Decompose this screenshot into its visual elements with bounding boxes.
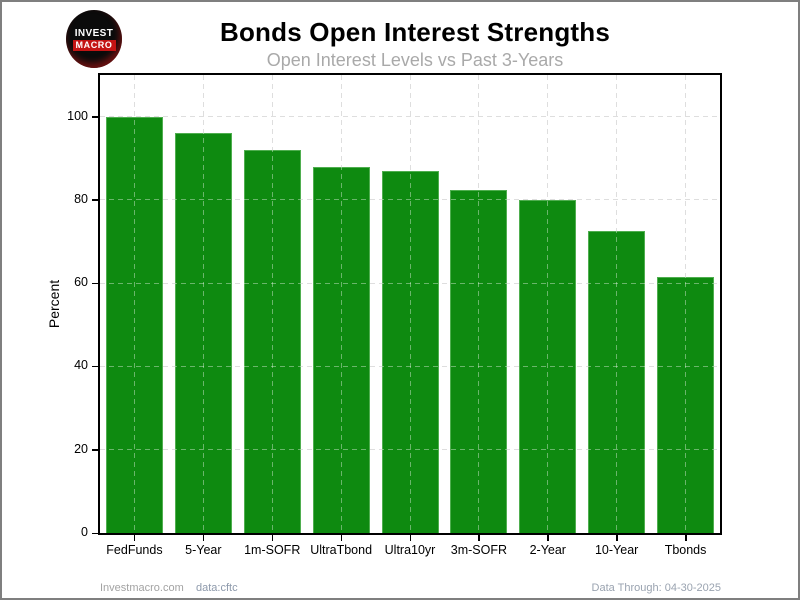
v-gridline-Tbonds: [685, 75, 687, 533]
plot-area: [98, 73, 722, 535]
y-tick-20: [92, 449, 98, 451]
x-tick-label-1m-SOFR: 1m-SOFR: [244, 543, 301, 557]
x-tick-10-Year: [616, 535, 618, 541]
x-tick-Ultra10yr: [409, 535, 411, 541]
y-tick-60: [92, 282, 98, 285]
x-tick-Tbonds: [685, 535, 687, 541]
y-tick-80: [92, 199, 98, 201]
bar-10-Year: [588, 231, 646, 533]
v-gridline-3m-SOFR: [478, 75, 480, 533]
y-tick-40: [92, 365, 98, 368]
footer-source-text: data:cftc: [196, 582, 238, 594]
bar-2-Year: [519, 199, 577, 533]
y-tick-label-100: 100: [67, 108, 88, 123]
x-tick-UltraTbond: [340, 535, 343, 541]
chart-subtitle: Open Interest Levels vs Past 3-Years: [266, 50, 564, 70]
bar-UltraTbond: [312, 166, 370, 533]
bar-FedFunds: [105, 116, 163, 533]
footer-site-text: Investmacro.com: [100, 582, 184, 594]
chart-title: Bonds Open Interest Strengths: [219, 17, 611, 47]
y-tick-label-0: 0: [81, 525, 88, 539]
y-tick-100: [92, 116, 98, 118]
v-gridline-10-Year: [616, 75, 618, 533]
x-tick-label-10-Year: 10-Year: [594, 543, 639, 557]
x-tick-label-3m-SOFR: 3m-SOFR: [450, 543, 507, 557]
h-gridline-80: [100, 199, 720, 201]
bar-5-Year: [174, 133, 232, 533]
bar-3m-SOFR: [450, 189, 508, 533]
investmacro-logo: INVEST MACRO: [66, 10, 122, 68]
x-tick-label-UltraTbond: UltraTbond: [310, 543, 373, 557]
h-gridline-40: [100, 365, 720, 367]
bar-1m-SOFR: [243, 149, 301, 533]
x-tick-label-Ultra10yr: Ultra10yr: [384, 543, 436, 557]
v-gridline-Ultra10yr: [409, 75, 411, 533]
logo-macro-text: MACRO: [72, 39, 116, 51]
y-tick-label-20: 20: [74, 441, 88, 456]
h-gridline-100: [100, 116, 720, 118]
v-gridline-2-Year: [547, 75, 549, 533]
v-gridline-1m-SOFR: [271, 75, 273, 533]
y-tick-label-60: 60: [74, 275, 88, 290]
h-gridline-20: [100, 449, 720, 451]
bars-layer: [100, 75, 720, 533]
x-tick-FedFunds: [133, 535, 136, 541]
x-tick-5-Year: [202, 535, 205, 541]
bar-Tbonds: [657, 276, 715, 533]
h-gridline-60: [100, 282, 720, 284]
x-tick-label-2-Year: 2-Year: [529, 543, 566, 557]
gridlines-over-layer: [100, 75, 720, 533]
x-tick-2-Year: [547, 535, 549, 541]
v-gridline-UltraTbond: [340, 75, 342, 533]
x-tick-1m-SOFR: [271, 535, 274, 541]
x-tick-3m-SOFR: [478, 535, 480, 541]
x-tick-label-FedFunds: FedFunds: [106, 543, 163, 557]
x-tick-label-Tbonds: Tbonds: [664, 543, 707, 557]
logo-invest-text: INVEST: [74, 27, 114, 39]
v-gridline-FedFunds: [133, 75, 135, 533]
x-tick-label-5-Year: 5-Year: [185, 543, 222, 557]
y-tick-0: [92, 532, 98, 534]
y-tick-label-40: 40: [74, 358, 88, 373]
y-tick-label-80: 80: [74, 191, 88, 206]
bar-Ultra10yr: [381, 170, 439, 533]
footer-date-text: Data Through: 04-30-2025: [591, 582, 721, 594]
v-gridline-5-Year: [202, 75, 204, 533]
